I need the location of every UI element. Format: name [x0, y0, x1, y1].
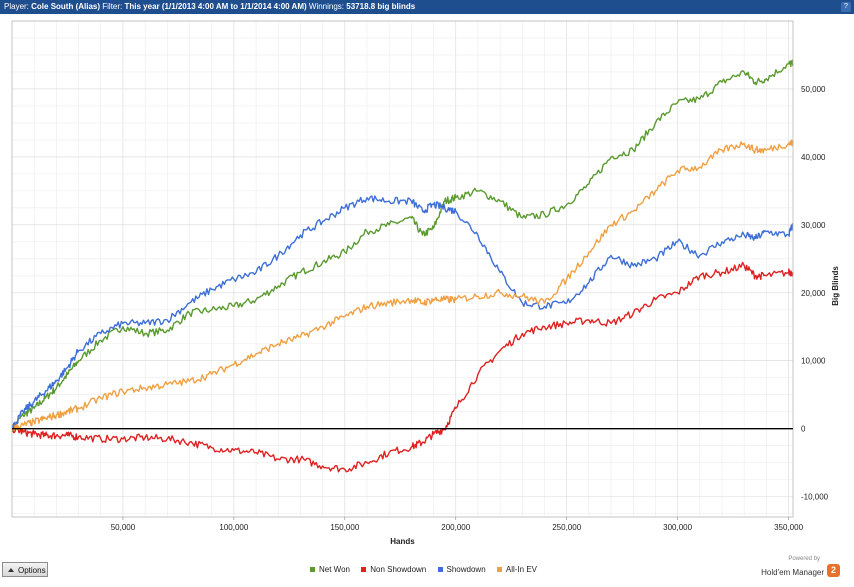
series-line-non-showdown — [11, 261, 794, 473]
series-line-showdown — [11, 195, 794, 429]
x-tick-label: 50,000 — [111, 523, 136, 532]
winnings-label: Winnings: — [308, 2, 345, 11]
x-tick-label: 200,000 — [441, 523, 470, 532]
y-tick-label: 0 — [801, 425, 806, 434]
brand-name: Hold'em Manager — [761, 568, 824, 577]
legend-swatch — [310, 567, 315, 573]
player-name: Cole South (Alias) — [31, 2, 101, 11]
legend-item-non-showdown[interactable]: Non Showdown — [361, 564, 426, 576]
help-icon[interactable]: ? — [841, 2, 851, 12]
y-tick-label: 50,000 — [801, 85, 826, 94]
x-tick-label: 100,000 — [219, 523, 248, 532]
line-chart: 50,000 100,000 150,000 200,000 250,000 300,00… — [11, 20, 840, 546]
filter-label: Filter: — [102, 2, 123, 11]
y-tick-label: 20,000 — [801, 289, 826, 298]
legend-swatch — [361, 567, 367, 573]
x-axis-label: Hands — [390, 537, 415, 546]
x-tick-label: 250,000 — [552, 523, 581, 532]
title-bar: Player: Cole South (Alias) Filter: This … — [0, 0, 854, 14]
legend-item-showdown[interactable]: Showdown — [437, 564, 486, 576]
caret-up-icon — [8, 568, 14, 572]
legend-label: Showdown — [446, 565, 486, 574]
plot-frame — [11, 20, 794, 518]
brand-badge-icon: 2 — [827, 564, 840, 578]
legend-swatch — [496, 567, 502, 573]
legend-item-net-won[interactable]: Net Won — [310, 564, 350, 576]
x-tick-label: 150,000 — [330, 523, 359, 532]
grid — [12, 20, 793, 517]
options-label: Options — [18, 566, 46, 575]
legend-label: All-In EV — [505, 565, 537, 574]
legend-swatch — [437, 567, 443, 573]
x-tick-label: 350,000 — [774, 523, 803, 532]
legend: Net Won Non Showdown Showdown All-In EV — [310, 564, 546, 576]
legend-label: Non Showdown — [370, 565, 427, 574]
powered-by-text: Powered by — [788, 556, 820, 562]
options-button[interactable]: Options — [2, 562, 48, 577]
x-tick-label: 300,000 — [663, 523, 692, 532]
y-tick-label: 30,000 — [801, 221, 826, 230]
y-axis-label: Big Blinds — [831, 266, 840, 306]
y-tick-label: -10,000 — [801, 493, 829, 502]
brand-logo: Powered by Hold'em Manager 2 — [761, 556, 840, 580]
series-lines — [11, 59, 794, 473]
player-label: Player: — [4, 2, 29, 11]
y-tick-label: 10,000 — [801, 357, 826, 366]
legend-item-all-in-ev[interactable]: All-In EV — [496, 564, 537, 576]
filter-value: This year (1/1/2013 4:00 AM to 1/1/2014 … — [124, 2, 307, 11]
winnings-value: 53718.8 big blinds — [346, 2, 416, 11]
y-tick-label: 40,000 — [801, 153, 826, 162]
chart-area: 50,000 100,000 150,000 200,000 250,000 300,00… — [0, 14, 854, 582]
legend-label: Net Won — [319, 565, 350, 574]
series-line-net-won — [11, 59, 794, 433]
axes: 50,000 100,000 150,000 200,000 250,000 300,00… — [11, 20, 829, 532]
series-line-all-in-ev — [11, 139, 794, 432]
